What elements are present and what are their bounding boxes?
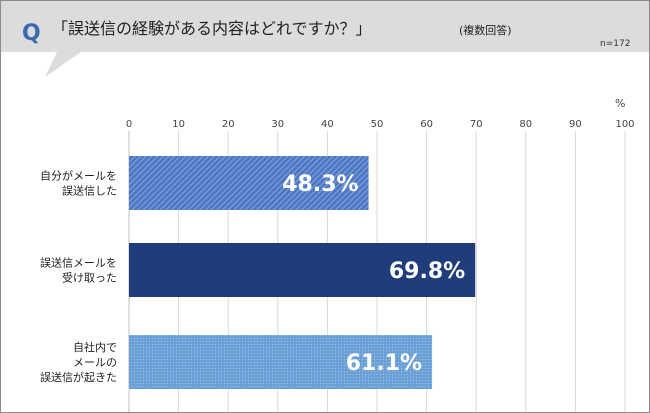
tick-label: 30 bbox=[271, 119, 284, 130]
data-labels: 48.3% 69.8% 61.1% bbox=[282, 172, 465, 376]
tick-label: 10 bbox=[172, 119, 185, 130]
tick-label: 0 bbox=[126, 119, 132, 130]
tick-label: 40 bbox=[321, 119, 334, 130]
tick-label: 100 bbox=[615, 119, 634, 130]
data-label: 69.8% bbox=[389, 259, 465, 284]
data-label: 48.3% bbox=[282, 172, 358, 197]
tick-labels: 0 10 20 30 40 50 60 70 80 90 100 bbox=[126, 119, 635, 130]
tick-label: 90 bbox=[569, 119, 582, 130]
bar bbox=[129, 156, 369, 210]
question-subtitle: (複数回答) bbox=[459, 23, 512, 37]
header-band bbox=[1, 1, 649, 77]
bar bbox=[129, 335, 433, 389]
category-label: 誤送信メールを受け取った bbox=[40, 256, 117, 285]
sample-size: n=172 bbox=[600, 39, 630, 49]
category-label: 自分がメールを誤送信した bbox=[40, 169, 117, 198]
bars bbox=[129, 156, 476, 389]
tick-label: 80 bbox=[519, 119, 532, 130]
data-label: 61.1% bbox=[346, 351, 422, 376]
bar bbox=[129, 243, 476, 297]
tick-label: 70 bbox=[470, 119, 483, 130]
tick-label: 60 bbox=[420, 119, 433, 130]
tick-label: 20 bbox=[222, 119, 235, 130]
tick-label: 50 bbox=[371, 119, 384, 130]
q-mark: Q bbox=[22, 21, 41, 46]
category-label: 自社内でメールの誤送信が起きた bbox=[40, 340, 117, 384]
axis-unit: % bbox=[615, 97, 625, 110]
question-title: 「誤送信の経験がある内容はどれですか？」 bbox=[52, 19, 372, 38]
